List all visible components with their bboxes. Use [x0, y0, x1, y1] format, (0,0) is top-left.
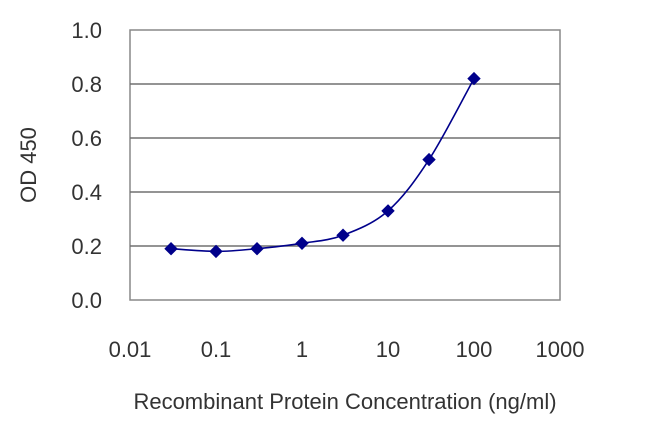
- plot-area: [129, 29, 561, 301]
- y-tick-label: 0.2: [71, 234, 102, 259]
- y-tick-label: 0.0: [71, 288, 102, 313]
- data-point: [295, 236, 309, 251]
- y-axis-title: OD 450: [16, 127, 41, 203]
- x-tick-label: 0.1: [201, 337, 232, 362]
- y-tick-label: 1.0: [71, 18, 102, 43]
- data-point: [209, 244, 223, 259]
- x-tick-label: 1000: [536, 337, 585, 362]
- y-tick-label: 0.4: [71, 180, 102, 205]
- data-point: [336, 228, 350, 242]
- x-tick-label: 100: [456, 337, 493, 362]
- x-tick-label: 1: [296, 337, 308, 362]
- data-point: [422, 152, 436, 167]
- gridlines: [130, 83, 560, 247]
- data-point: [164, 241, 178, 256]
- x-tick-labels: 0.01 0.1 1 10 100 1000: [109, 337, 585, 362]
- y-tick-labels: 0.0 0.2 0.4 0.6 0.8 1.0: [71, 18, 102, 313]
- x-tick-label: 0.01: [109, 337, 152, 362]
- data-point: [381, 204, 395, 218]
- data-point: [467, 71, 481, 86]
- x-axis-title: Recombinant Protein Concentration (ng/ml…: [133, 389, 556, 414]
- y-tick-label: 0.8: [71, 72, 102, 97]
- y-tick-label: 0.6: [71, 126, 102, 151]
- x-tick-label: 10: [376, 337, 400, 362]
- data-points: [164, 71, 481, 259]
- data-point: [250, 241, 264, 256]
